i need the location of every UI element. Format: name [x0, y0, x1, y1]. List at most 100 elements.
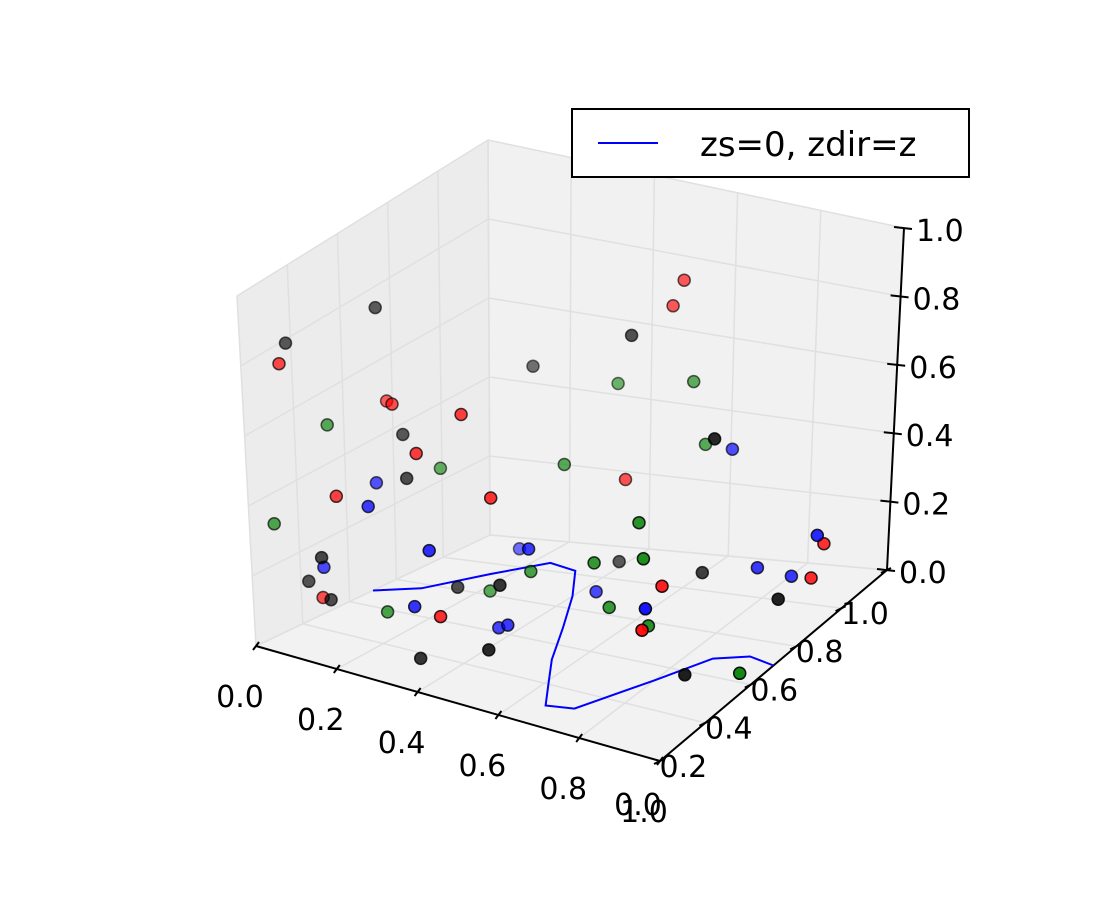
- scatter-point: [433, 461, 448, 476]
- scatter-point: [638, 602, 653, 616]
- grid-line-left-z: [244, 297, 490, 437]
- scatter-point: [272, 356, 286, 371]
- scatter-point: [521, 542, 536, 556]
- grid-line-left-y: [236, 295, 257, 647]
- y-tick-label: 0.6: [750, 673, 798, 708]
- scatter-point: [557, 457, 572, 472]
- y-tick-label: 0.4: [705, 712, 753, 747]
- scatter-point: [454, 407, 468, 422]
- grid-line-floor-y: [489, 534, 888, 571]
- x-tick-mark: [413, 687, 422, 697]
- grid-line-back-x: [727, 192, 739, 557]
- grid-line-left-z: [236, 139, 489, 297]
- grid-line-back-x: [568, 157, 572, 543]
- grid-line-back-z: [489, 376, 894, 434]
- z-tick-mark: [883, 431, 902, 436]
- y-tick-label: 0.8: [796, 635, 844, 670]
- grid-line-left-y: [437, 171, 444, 558]
- scatter-point: [686, 374, 701, 389]
- y-tick-label: 1.0: [841, 597, 889, 632]
- scatter-point: [636, 552, 651, 566]
- scatter-point: [524, 564, 538, 579]
- z-tick-label: 0.0: [899, 556, 947, 591]
- grid-line-left-z: [248, 376, 490, 507]
- y-tick-mark: [835, 605, 847, 613]
- scatter-point: [433, 609, 448, 624]
- scatter-point: [810, 528, 825, 543]
- z-tick-mark: [893, 226, 913, 230]
- scatter-point: [707, 432, 722, 446]
- z-tick-label: 0.8: [913, 282, 961, 317]
- scatter-point: [725, 442, 740, 456]
- grid-line-left-y: [487, 139, 491, 536]
- x-tick-label: 0.4: [378, 726, 426, 761]
- scatter-point: [635, 623, 649, 637]
- z-tick-label: 1.0: [916, 214, 964, 249]
- axes-panes: [236, 139, 905, 762]
- scatter-point: [324, 592, 338, 607]
- grid-line-floor-x: [417, 548, 650, 693]
- x-tick-label: 0.8: [539, 772, 587, 807]
- scatter-point: [618, 472, 633, 487]
- scatter-point: [396, 427, 410, 442]
- scatter-point: [267, 517, 281, 531]
- scatter-point: [589, 584, 603, 599]
- scatter-point: [784, 569, 799, 583]
- scatter-point: [422, 543, 436, 558]
- x-tick-mark: [332, 664, 341, 674]
- grid-line-left-y: [386, 202, 398, 580]
- scatter-point: [666, 299, 680, 313]
- scatter-point: [632, 515, 646, 530]
- x-tick-label: 0.0: [216, 680, 264, 715]
- scatter-point: [804, 571, 818, 585]
- scatter-point: [611, 376, 625, 391]
- grid-line-floor-x: [497, 555, 729, 716]
- grid-line-floor-x: [336, 541, 570, 670]
- scatter-point: [361, 499, 375, 514]
- x-tick-label: 0.2: [297, 703, 345, 738]
- scatter-point: [483, 584, 497, 598]
- scatter-point: [320, 418, 334, 432]
- grid-line-back-z: [488, 297, 898, 366]
- scatter-point: [695, 565, 710, 580]
- scatter-point: [624, 328, 639, 343]
- z-tick-label: 0.2: [902, 488, 950, 523]
- x-tick-label: 0.6: [459, 749, 507, 784]
- scatter-point: [677, 273, 691, 287]
- scatter-point: [493, 578, 507, 592]
- grid-line-back-z: [488, 218, 901, 298]
- grid-line-floor-x: [578, 562, 809, 739]
- legend: zs=0, zdir=z: [571, 108, 970, 178]
- scatter-point: [413, 651, 428, 666]
- z-axis-line: [886, 227, 905, 571]
- z-tick-mark: [876, 568, 896, 572]
- scatter-point: [526, 359, 540, 373]
- grid-line-left-y: [286, 264, 304, 624]
- scatter-point: [399, 471, 414, 486]
- scatter-point: [587, 556, 601, 570]
- scatter-point: [501, 618, 515, 632]
- x-axis-line: [255, 645, 661, 762]
- scatter-point: [602, 600, 616, 615]
- scatter-point: [678, 668, 692, 682]
- tick-marks: 0.00.20.40.60.81.00.00.20.40.60.81.00.00…: [216, 214, 964, 830]
- data-layer: [267, 273, 831, 710]
- series-line: [372, 561, 774, 710]
- scatter-point: [302, 574, 316, 589]
- scatter-point: [407, 599, 422, 614]
- x-tick-mark: [575, 733, 584, 743]
- grid-line-left-z: [251, 455, 490, 577]
- scatter-point: [450, 580, 465, 594]
- scatter-point: [329, 489, 344, 504]
- y-tick-mark: [789, 643, 801, 651]
- scatter-point: [750, 560, 765, 575]
- grid-line-back-x: [806, 210, 822, 564]
- grid-line-floor-y: [302, 623, 706, 724]
- z-tick-label: 0.6: [909, 351, 957, 386]
- scatter-point: [483, 491, 498, 505]
- z-tick-mark: [887, 362, 906, 367]
- scatter-point: [732, 666, 747, 681]
- y-tick-mark: [698, 719, 710, 727]
- scatter-point: [482, 643, 496, 657]
